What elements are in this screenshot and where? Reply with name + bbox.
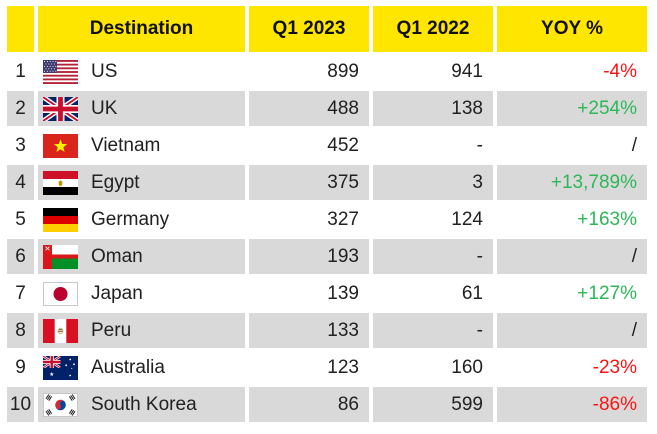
destination-cell: US — [38, 54, 245, 89]
peru-flag-icon — [43, 318, 78, 343]
q1-2022-cell: 3 — [373, 165, 493, 200]
yoy-cell: -23% — [497, 350, 647, 385]
country-name: Germany — [91, 208, 170, 230]
rank-cell: 6 — [7, 239, 34, 274]
country-name: US — [91, 60, 118, 82]
table-row: 8 Peru 133 - / — [7, 313, 647, 348]
table-row: 5 Germany 327 124 +163% — [7, 202, 647, 237]
yoy-cell: / — [497, 128, 647, 163]
q1-2023-cell: 86 — [249, 387, 369, 422]
country-name: Peru — [91, 319, 132, 341]
rank-cell: 2 — [7, 91, 34, 126]
destination-cell: Oman — [38, 239, 245, 274]
rank-cell: 1 — [7, 54, 34, 89]
q1-2023-cell: 193 — [249, 239, 369, 274]
yoy-cell: / — [497, 313, 647, 348]
q1-2022-cell: - — [373, 313, 493, 348]
rank-cell: 3 — [7, 128, 34, 163]
yoy-cell: +127% — [497, 276, 647, 311]
q1-2023-cell: 327 — [249, 202, 369, 237]
q1-2023-cell: 133 — [249, 313, 369, 348]
destination-cell: Japan — [38, 276, 245, 311]
q1-2023-cell: 375 — [249, 165, 369, 200]
destination-cell: UK — [38, 91, 245, 126]
q1-2022-cell: 61 — [373, 276, 493, 311]
south-korea-flag-icon — [43, 392, 78, 417]
destination-cell: Peru — [38, 313, 245, 348]
rank-cell: 4 — [7, 165, 34, 200]
rank-cell: 5 — [7, 202, 34, 237]
table-row: 10 — [7, 387, 647, 422]
country-name: Vietnam — [91, 134, 161, 156]
yoy-cell: +13,789% — [497, 165, 647, 200]
table-row: 7 Japan 139 61 +127% — [7, 276, 647, 311]
destinations-table: Destination Q1 2023 Q1 2022 YOY % 1 US 8… — [3, 4, 651, 424]
q1-2023-cell: 139 — [249, 276, 369, 311]
header-q1-2023: Q1 2023 — [249, 6, 369, 52]
destination-cell: Vietnam — [38, 128, 245, 163]
country-name: Japan — [91, 282, 143, 304]
q1-2022-cell: - — [373, 239, 493, 274]
destination-cell: Germany — [38, 202, 245, 237]
table-row: 3 Vietnam 452 - / — [7, 128, 647, 163]
us-flag-icon — [43, 59, 78, 84]
germany-flag-icon — [43, 207, 78, 232]
yoy-cell: -4% — [497, 54, 647, 89]
australia-flag-icon — [43, 355, 78, 380]
japan-flag-icon — [43, 281, 78, 306]
country-name: UK — [91, 97, 118, 119]
oman-flag-icon — [43, 244, 78, 269]
header-row: Destination Q1 2023 Q1 2022 YOY % — [7, 6, 647, 52]
yoy-cell: +163% — [497, 202, 647, 237]
peru-coat-of-arms — [57, 327, 64, 334]
q1-2023-cell: 488 — [249, 91, 369, 126]
country-name: Australia — [91, 356, 165, 378]
yoy-cell: / — [497, 239, 647, 274]
q1-2023-cell: 123 — [249, 350, 369, 385]
header-rank-cell — [7, 6, 34, 52]
destination-cell: Egypt — [38, 165, 245, 200]
q1-2023-cell: 452 — [249, 128, 369, 163]
q1-2022-cell: 599 — [373, 387, 493, 422]
q1-2022-cell: 941 — [373, 54, 493, 89]
country-name: South Korea — [91, 393, 197, 415]
table-row: 9 — [7, 350, 647, 385]
table-row: 1 US 899 941 -4% — [7, 54, 647, 89]
header-destination: Destination — [38, 6, 245, 52]
country-name: Oman — [91, 245, 143, 267]
header-yoy: YOY % — [497, 6, 647, 52]
destination-cell: Australia — [38, 350, 245, 385]
vietnam-flag-icon — [43, 133, 78, 158]
q1-2022-cell: 138 — [373, 91, 493, 126]
header-q1-2022: Q1 2022 — [373, 6, 493, 52]
country-name: Egypt — [91, 171, 140, 193]
q1-2022-cell: 160 — [373, 350, 493, 385]
table-row: 2 UK 488 138 +254% — [7, 91, 647, 126]
rank-cell: 8 — [7, 313, 34, 348]
destination-cell: South Korea — [38, 387, 245, 422]
q1-2023-cell: 899 — [249, 54, 369, 89]
q1-2022-cell: 124 — [373, 202, 493, 237]
egypt-flag-icon — [43, 170, 78, 195]
table-row: 4 Egypt 375 3 +13,789% — [7, 165, 647, 200]
rank-cell: 10 — [7, 387, 34, 422]
rank-cell: 9 — [7, 350, 34, 385]
rank-cell: 7 — [7, 276, 34, 311]
yoy-cell: -86% — [497, 387, 647, 422]
q1-2022-cell: - — [373, 128, 493, 163]
table-row: 6 Oman 193 - / — [7, 239, 647, 274]
yoy-cell: +254% — [497, 91, 647, 126]
uk-flag-icon — [43, 96, 78, 121]
